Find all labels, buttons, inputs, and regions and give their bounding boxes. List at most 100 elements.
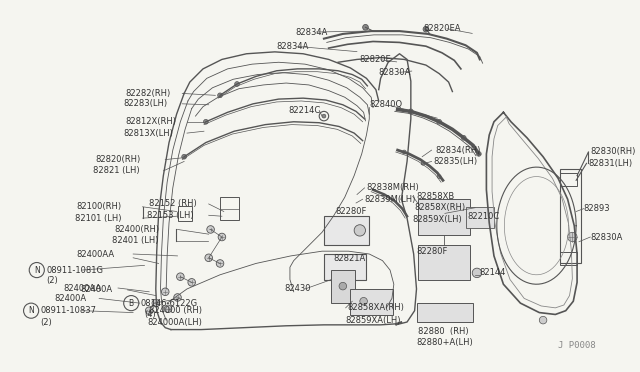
Text: 08911-1081G: 08911-1081G xyxy=(46,266,103,275)
Text: 82812X(RH): 82812X(RH) xyxy=(125,117,177,126)
Text: 82830A: 82830A xyxy=(590,232,623,241)
Text: 82430: 82430 xyxy=(284,285,311,294)
Bar xyxy=(324,254,367,280)
Circle shape xyxy=(188,279,195,286)
Text: 82214C: 82214C xyxy=(288,106,320,115)
Bar xyxy=(419,199,470,235)
Circle shape xyxy=(421,161,425,165)
Circle shape xyxy=(477,151,481,156)
Text: 82831(LH): 82831(LH) xyxy=(588,159,632,168)
Text: 82830(RH): 82830(RH) xyxy=(590,147,636,157)
Circle shape xyxy=(182,154,186,159)
Text: 82280F: 82280F xyxy=(335,207,367,216)
Text: 82834A: 82834A xyxy=(276,42,309,51)
Bar xyxy=(324,216,369,244)
Circle shape xyxy=(423,26,429,32)
Bar xyxy=(417,303,473,322)
Text: (2): (2) xyxy=(46,276,58,285)
Circle shape xyxy=(207,226,214,233)
Text: 82400AA: 82400AA xyxy=(76,250,115,259)
Text: 82144: 82144 xyxy=(480,269,506,278)
Circle shape xyxy=(568,232,577,242)
Circle shape xyxy=(204,119,208,124)
Circle shape xyxy=(152,299,159,307)
Circle shape xyxy=(437,175,441,179)
Text: 82858X(RH): 82858X(RH) xyxy=(415,203,466,212)
Bar xyxy=(419,244,470,280)
Text: N: N xyxy=(34,266,40,275)
Circle shape xyxy=(408,109,413,114)
Text: 82840Q: 82840Q xyxy=(369,100,403,109)
Text: 08146-6122G: 08146-6122G xyxy=(141,299,198,308)
Text: 82859X(LH): 82859X(LH) xyxy=(413,215,463,224)
Circle shape xyxy=(461,135,466,140)
Circle shape xyxy=(216,260,224,267)
Circle shape xyxy=(235,81,239,86)
Text: 82282(RH): 82282(RH) xyxy=(125,89,171,98)
Text: 82835(LH): 82835(LH) xyxy=(433,157,477,166)
Bar xyxy=(220,197,239,220)
Text: 82153 (LH): 82153 (LH) xyxy=(147,211,194,220)
Circle shape xyxy=(437,119,442,124)
Circle shape xyxy=(145,307,153,314)
Circle shape xyxy=(360,298,367,305)
Text: (2): (2) xyxy=(40,318,52,327)
Text: 82880  (RH): 82880 (RH) xyxy=(419,327,469,336)
Bar xyxy=(466,207,494,228)
Text: B: B xyxy=(129,299,134,308)
Text: 82858XB: 82858XB xyxy=(417,192,455,201)
Text: 82100(RH): 82100(RH) xyxy=(76,202,122,211)
Text: 82893: 82893 xyxy=(584,204,611,213)
Bar xyxy=(560,252,577,265)
Circle shape xyxy=(161,288,169,296)
Text: 82152 (RH): 82152 (RH) xyxy=(149,199,197,208)
Bar xyxy=(560,173,577,186)
Text: 82858XA(RH): 82858XA(RH) xyxy=(348,303,404,312)
Circle shape xyxy=(218,93,222,98)
Bar xyxy=(350,289,393,315)
Text: 82400AA: 82400AA xyxy=(63,283,101,292)
Circle shape xyxy=(218,233,226,241)
Text: 82821A: 82821A xyxy=(333,254,365,263)
Circle shape xyxy=(173,294,181,301)
Text: (4): (4) xyxy=(145,310,156,319)
Text: 82834(RH): 82834(RH) xyxy=(435,145,481,155)
Circle shape xyxy=(354,225,365,236)
Bar xyxy=(177,206,192,221)
Text: 824000 (RH): 824000 (RH) xyxy=(149,306,202,315)
Text: 82839M(LH): 82839M(LH) xyxy=(365,195,416,204)
Text: 82400(RH): 82400(RH) xyxy=(114,225,159,234)
Circle shape xyxy=(177,273,184,280)
Text: 82400A: 82400A xyxy=(55,294,87,303)
Circle shape xyxy=(164,305,172,312)
Text: 82820E: 82820E xyxy=(360,55,392,64)
Circle shape xyxy=(540,316,547,324)
Text: 82859XA(LH): 82859XA(LH) xyxy=(346,315,401,325)
Circle shape xyxy=(322,114,326,118)
Text: 82821 (LH): 82821 (LH) xyxy=(93,166,140,175)
Text: 82283(LH): 82283(LH) xyxy=(124,99,168,108)
Text: 82210C: 82210C xyxy=(467,212,500,221)
Circle shape xyxy=(339,282,347,290)
Circle shape xyxy=(205,254,212,262)
Text: 82820(RH): 82820(RH) xyxy=(95,155,141,164)
Text: 08911-10837: 08911-10837 xyxy=(40,306,97,315)
Text: J P0008: J P0008 xyxy=(558,341,596,350)
Bar xyxy=(332,270,355,303)
Circle shape xyxy=(363,25,369,30)
Text: 82880+A(LH): 82880+A(LH) xyxy=(417,338,473,347)
Text: 82820EA: 82820EA xyxy=(423,24,461,33)
Circle shape xyxy=(403,150,406,154)
Circle shape xyxy=(472,268,482,278)
Text: N: N xyxy=(28,306,34,315)
Text: 82401 (LH): 82401 (LH) xyxy=(113,236,159,245)
Bar xyxy=(560,169,581,263)
Text: 82838M(RH): 82838M(RH) xyxy=(367,183,419,192)
Text: 82280F: 82280F xyxy=(417,247,448,256)
Text: 824000A(LH): 824000A(LH) xyxy=(147,318,202,327)
Text: 82834A: 82834A xyxy=(296,28,328,36)
Text: 82400A: 82400A xyxy=(80,285,113,294)
Text: 82830A: 82830A xyxy=(379,68,411,77)
Text: 82813X(LH): 82813X(LH) xyxy=(124,129,173,138)
Text: 82101 (LH): 82101 (LH) xyxy=(75,214,121,222)
